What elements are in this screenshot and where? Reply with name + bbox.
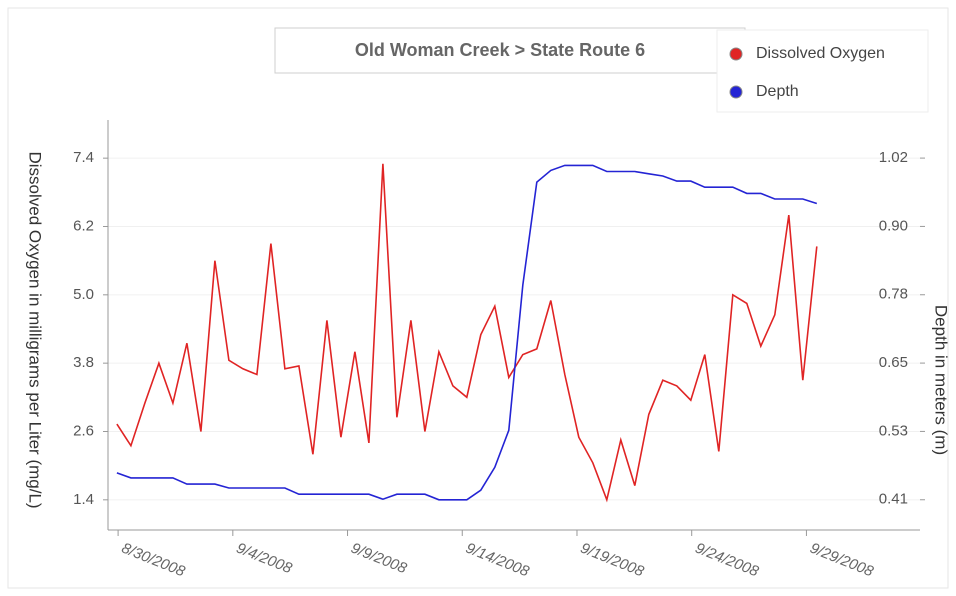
legend-marker xyxy=(729,47,743,61)
y-axis-label: Dissolved Oxygen in milligrams per Liter… xyxy=(26,151,45,508)
series-line xyxy=(116,164,818,501)
y2-tick-label: 1.02 xyxy=(879,149,908,166)
legend-label: Dissolved Oxygen xyxy=(756,45,885,62)
legend-box xyxy=(716,29,929,113)
title-box xyxy=(274,27,746,74)
legend-label: Depth xyxy=(756,83,799,100)
y2-tick-label: 0.53 xyxy=(879,422,908,439)
y-tick-label: 5.0 xyxy=(73,286,94,303)
y2-tick-label: 0.65 xyxy=(879,354,908,371)
y-tick-label: 1.4 xyxy=(73,491,94,508)
y-tick-label: 6.2 xyxy=(73,217,94,234)
legend-marker xyxy=(729,85,743,99)
y2-tick-label: 0.90 xyxy=(879,217,908,234)
y2-tick-label: 0.41 xyxy=(879,491,908,508)
y2-tick-label: 0.78 xyxy=(879,286,908,303)
y-tick-label: 2.6 xyxy=(73,422,94,439)
y-tick-label: 7.4 xyxy=(73,149,94,166)
series-line xyxy=(116,163,818,503)
y2-axis-label: Depth in meters (m) xyxy=(932,305,951,455)
y-tick-label: 3.8 xyxy=(73,354,94,371)
chart-title: Old Woman Creek > State Route 6 xyxy=(355,40,645,60)
